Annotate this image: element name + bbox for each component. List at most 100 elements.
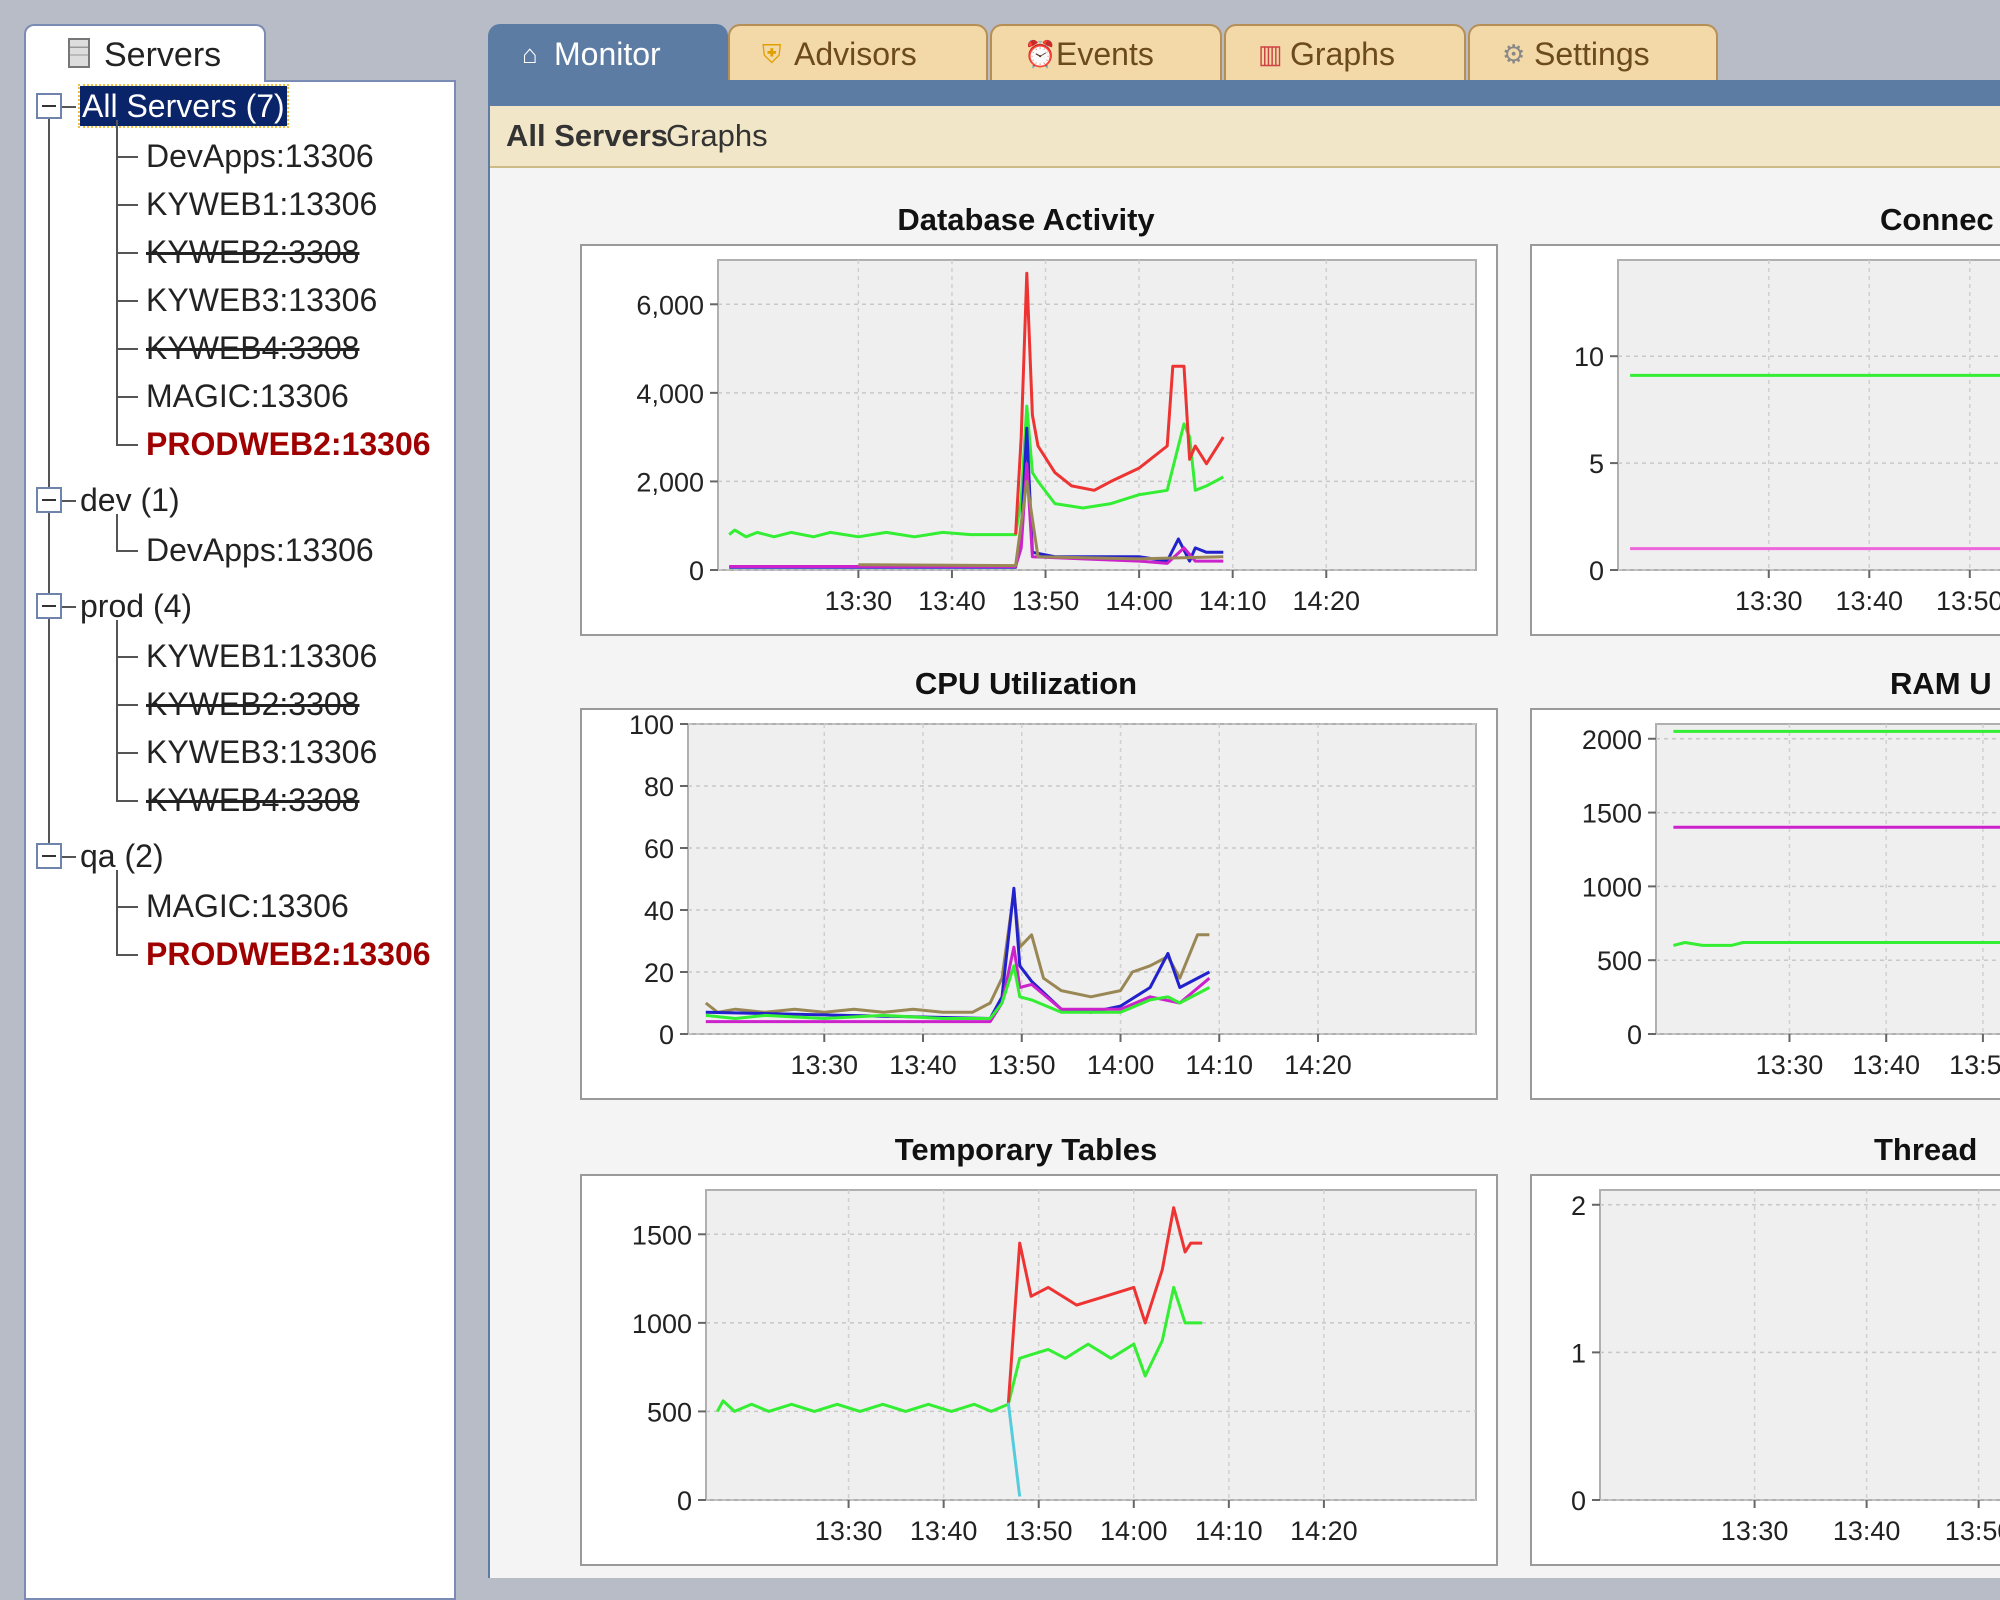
tab-events-label: Events — [1056, 36, 1154, 72]
chart-title-database-activity: Database Activity — [897, 202, 1155, 237]
series-line-green — [1673, 941, 2000, 947]
x-tick-label: 14:10 — [1199, 586, 1267, 616]
chart-title-temporary-tables: Temporary Tables — [894, 1132, 1158, 1167]
y-tick-label: 500 — [1597, 946, 1642, 976]
tree-item-server[interactable]: PRODWEB2:13306 — [146, 426, 431, 462]
chart-title-cpu-utilization: CPU Utilization — [914, 666, 1138, 701]
y-tick-label: 2000 — [1582, 725, 1642, 755]
series-line-cyan — [1006, 1402, 1022, 1497]
tab-advisors[interactable]: ⛨ Advisors — [728, 24, 988, 82]
y-tick-label: 0 — [659, 1020, 674, 1050]
tab-settings[interactable]: ⚙ Settings — [1468, 24, 1718, 82]
tree-connector — [116, 620, 118, 800]
y-tick-label: 6,000 — [636, 290, 704, 320]
shield-icon: ⛨ — [762, 39, 782, 69]
y-tick-label: 10 — [1574, 342, 1604, 372]
tree-connector — [116, 800, 138, 802]
tab-events[interactable]: ⏰ Events — [990, 24, 1222, 82]
x-tick-label: 14:00 — [1100, 1516, 1168, 1546]
tree-group-label[interactable]: prod (4) — [80, 588, 193, 624]
tree-item-server[interactable]: KYWEB2:3308 — [146, 686, 360, 722]
tree-connector — [62, 606, 76, 608]
chart-cpu-utilization-svg: 0 20 40 60 80 100 13:30 13:40 13:50 14:00 14:10 14:… — [629, 710, 1477, 1080]
series-line-red — [1006, 1206, 1203, 1405]
x-tick-label: 13:40 — [889, 1050, 957, 1080]
chart-connections-svg: 0 5 10 13:30 13:40 13:50 — [1574, 259, 2000, 616]
page-title-view: Graphs — [666, 118, 768, 153]
collapse-toggle-icon[interactable] — [36, 487, 62, 513]
collapse-toggle-icon[interactable] — [36, 843, 62, 869]
tree-connector — [116, 870, 118, 954]
tree-item-server[interactable]: DevApps:13306 — [146, 532, 374, 568]
tree-item-server[interactable]: MAGIC:13306 — [146, 888, 349, 924]
x-tick-label: 13:50 — [1945, 1516, 2000, 1546]
graphs-content: All Servers Graphs Database Activity 0 2,… — [488, 106, 2000, 1578]
x-tick-label: 13:50 — [1949, 1050, 2000, 1080]
tree-group-label[interactable]: dev (1) — [80, 482, 180, 518]
tree-item-server[interactable]: KYWEB1:13306 — [146, 638, 378, 674]
chart-database-activity-svg: 0 2,000 4,000 6,000 13:30 13:40 13:50 14:00 14:1… — [636, 259, 1477, 616]
chart-database-activity: 0 2,000 4,000 6,000 13:30 13:40 13:50 14:00 14:1… — [580, 244, 1498, 636]
server-tree-panel: All Servers (7) DevApps:13306 KYWEB1:13306… — [24, 80, 456, 1600]
tree-item-server[interactable]: KYWEB1:13306 — [146, 186, 378, 222]
plot-area — [1655, 723, 2000, 1035]
tree-connector — [116, 156, 138, 158]
x-tick-label: 14:20 — [1284, 1050, 1352, 1080]
x-tick-label: 13:50 — [1005, 1516, 1073, 1546]
tree-group-label[interactable]: All Servers (7) — [78, 84, 289, 128]
y-tick-label: 0 — [689, 556, 704, 586]
y-tick-label: 40 — [644, 896, 674, 926]
x-tick-label: 14:20 — [1290, 1516, 1358, 1546]
y-tick-label: 1000 — [632, 1309, 692, 1339]
tree-item-server[interactable]: KYWEB2:3308 — [146, 234, 360, 270]
tree-connector — [116, 444, 138, 446]
tree-connector — [116, 514, 118, 550]
x-tick-label: 14:10 — [1195, 1516, 1263, 1546]
tab-graphs[interactable]: ▥ Graphs — [1224, 24, 1466, 82]
x-tick-label: 13:50 — [1936, 586, 2000, 616]
y-tick-label: 20 — [644, 958, 674, 988]
tree-item-server[interactable]: KYWEB3:13306 — [146, 282, 378, 318]
y-tick-label: 0 — [1571, 1486, 1586, 1516]
tree-connector — [62, 106, 76, 108]
servers-tab-label: Servers — [104, 36, 222, 74]
servers-tab[interactable]: Servers — [24, 24, 266, 82]
chart-cpu-utilization: 0 20 40 60 80 100 13:30 13:40 13:50 14:00 14:10 14:… — [580, 708, 1498, 1100]
plot-area — [717, 259, 1477, 571]
tree-connector — [48, 619, 50, 843]
y-tick-label: 80 — [644, 772, 674, 802]
x-tick-label: 13:50 — [988, 1050, 1056, 1080]
tree-item-server[interactable]: KYWEB3:13306 — [146, 734, 378, 770]
chart-title-connections: Connec — [1880, 202, 1994, 237]
tree-group-label[interactable]: qa (2) — [80, 838, 164, 874]
x-tick-label: 13:40 — [1833, 1516, 1901, 1546]
chart-temporary-tables-svg: 0 500 1000 1500 13:30 13:40 13:50 14:00 14:10 14:… — [632, 1189, 1477, 1546]
y-tick-label: 1 — [1571, 1338, 1586, 1368]
x-tick-label: 13:40 — [918, 586, 986, 616]
y-tick-label: 4,000 — [636, 379, 704, 409]
tab-monitor[interactable]: ⌂ Monitor — [488, 24, 728, 82]
y-tick-label: 60 — [644, 834, 674, 864]
tree-item-server[interactable]: KYWEB4:3308 — [146, 782, 360, 818]
tree-item-server[interactable]: MAGIC:13306 — [146, 378, 349, 414]
tree-item-server[interactable]: PRODWEB2:13306 — [146, 936, 431, 972]
tree-connector — [116, 752, 138, 754]
chart-title-ram-usage: RAM U — [1890, 666, 1992, 701]
chart-temporary-tables: 0 500 1000 1500 13:30 13:40 13:50 14:00 14:10 14:… — [580, 1174, 1498, 1566]
tree-item-server[interactable]: KYWEB4:3308 — [146, 330, 360, 366]
tree-connector — [48, 119, 50, 487]
y-tick-label: 1500 — [632, 1220, 692, 1250]
tree-connector — [116, 906, 138, 908]
x-tick-label: 14:00 — [1087, 1050, 1155, 1080]
collapse-toggle-icon[interactable] — [36, 593, 62, 619]
plot-area — [1617, 259, 2000, 571]
collapse-toggle-icon[interactable] — [36, 93, 62, 119]
tree-item-server[interactable]: DevApps:13306 — [146, 138, 374, 174]
tree-connector — [116, 252, 138, 254]
y-tick-label: 100 — [629, 710, 674, 740]
tab-monitor-label: Monitor — [554, 36, 661, 72]
x-tick-label: 13:40 — [1852, 1050, 1920, 1080]
y-tick-label: 5 — [1589, 449, 1604, 479]
tab-strip-bar — [488, 80, 2000, 106]
x-tick-label: 14:10 — [1185, 1050, 1253, 1080]
